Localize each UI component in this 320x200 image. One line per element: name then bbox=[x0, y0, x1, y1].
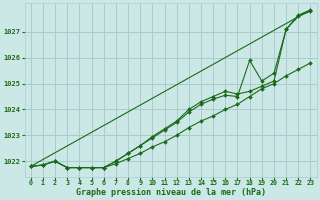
X-axis label: Graphe pression niveau de la mer (hPa): Graphe pression niveau de la mer (hPa) bbox=[76, 188, 266, 197]
